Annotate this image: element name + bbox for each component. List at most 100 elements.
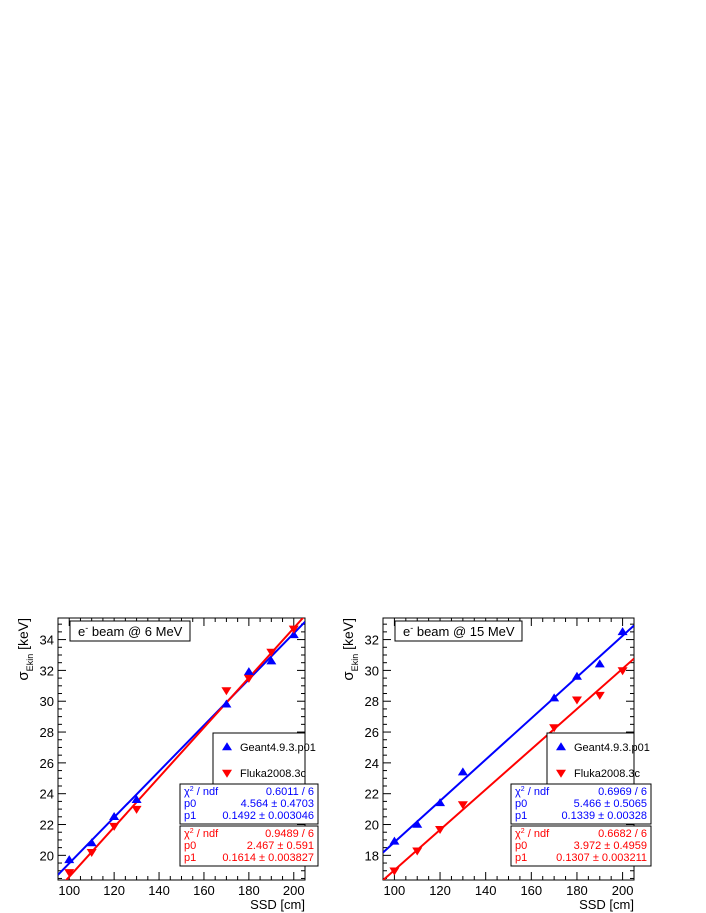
- data-point-geant: [457, 767, 468, 776]
- data-point-geant: [266, 656, 277, 665]
- legend: Geant4.9.3.p01 Fluka2008.3c: [546, 732, 650, 786]
- stats-label-rest: / ndf: [194, 786, 219, 798]
- chart-title-superscript: -: [410, 623, 413, 633]
- stats-value: 0.6682 / 6: [598, 828, 647, 840]
- stats-label: p0: [515, 798, 527, 810]
- stats-box-frame: [179, 825, 319, 867]
- y-axis-label-symbol: σ: [15, 671, 32, 681]
- data-point-fluka: [109, 822, 120, 831]
- x-tick-label: 180: [566, 883, 588, 898]
- fit-line-fluka: [65, 618, 305, 880]
- data-point-fluka: [266, 648, 277, 657]
- stats-label: χ2 / ndf: [515, 828, 550, 840]
- y-axis-label-unit: [keV]: [15, 618, 31, 654]
- data-point-geant: [549, 693, 560, 702]
- stats-label-sup: 2: [190, 828, 194, 835]
- data-point-geant: [221, 699, 232, 708]
- stats-value: 0.1307 ± 0.003211: [556, 852, 647, 864]
- stats-label-base: p1: [184, 852, 196, 864]
- data-point-fluka: [86, 849, 97, 858]
- x-tick-label: 180: [238, 883, 260, 898]
- y-axis-label-subscript: Ekin: [25, 654, 35, 672]
- x-axis-label: SSD [cm]: [250, 897, 305, 912]
- y-axis-label: σEkin [keV]: [340, 618, 360, 681]
- data-point-fluka: [549, 724, 560, 733]
- y-tick-label: 28: [40, 725, 54, 740]
- stats-value: 0.9489 / 6: [265, 828, 314, 840]
- legend-marker-fluka: [222, 769, 232, 778]
- y-tick-label: 30: [365, 663, 379, 678]
- chart-title-particle: e: [403, 624, 410, 639]
- stats-label: p0: [515, 840, 527, 852]
- stats-value: 0.6969 / 6: [598, 786, 647, 798]
- data-point-fluka: [457, 801, 468, 810]
- stats-label-rest: / ndf: [194, 828, 219, 840]
- x-tick-label: 160: [520, 883, 542, 898]
- y-tick-label: 24: [40, 787, 54, 802]
- y-axis-label-subscript: Ekin: [350, 654, 360, 672]
- data-point-fluka: [389, 867, 400, 876]
- stats-label-base: p0: [515, 798, 527, 810]
- chart-title-text: beam @ 15 MeV: [413, 624, 515, 639]
- stats-value: 5.466 ± 0.5065: [574, 798, 647, 810]
- stats-box-frame: [179, 783, 319, 825]
- data-point-geant: [64, 855, 75, 864]
- y-tick-label: 22: [40, 818, 54, 833]
- stats-value: 3.972 ± 0.4959: [574, 840, 647, 852]
- fit-line-geant: [383, 624, 634, 854]
- legend-marker-geant: [556, 742, 566, 751]
- stats-value: 2.467 ± 0.591: [247, 840, 314, 852]
- fit-line-fluka: [383, 657, 634, 880]
- data-point-geant: [389, 836, 400, 845]
- data-point-fluka: [571, 696, 582, 705]
- stats-label-base: χ: [184, 786, 190, 798]
- data-point-fluka: [131, 805, 142, 814]
- chart-title-superscript: -: [85, 623, 88, 633]
- stats-label-rest: / ndf: [525, 786, 550, 798]
- legend-box: [212, 732, 306, 786]
- data-point-geant: [109, 812, 120, 821]
- stats-label-rest: / ndf: [525, 828, 550, 840]
- x-tick-label: 200: [283, 883, 305, 898]
- stats-label: p1: [184, 852, 196, 864]
- legend-entry: Geant4.9.3.p01: [574, 742, 650, 754]
- chart-title-text: beam @ 6 MeV: [88, 624, 182, 639]
- stats-value: 4.564 ± 0.4703: [241, 798, 314, 810]
- stats-label: χ2 / ndf: [184, 828, 219, 840]
- legend-marker-fluka: [556, 769, 566, 778]
- stats-label-base: p1: [184, 810, 196, 822]
- data-point-geant: [594, 659, 605, 668]
- data-point-fluka: [412, 847, 423, 856]
- y-tick-label: 26: [40, 756, 54, 771]
- y-axis-label: σEkin [keV]: [15, 618, 35, 681]
- stats-value: 0.1492 ± 0.003046: [222, 810, 314, 822]
- title-box: [394, 620, 523, 642]
- y-tick-label: 30: [40, 694, 54, 709]
- stats-label: p0: [184, 798, 196, 810]
- data-point-geant: [243, 667, 254, 676]
- data-point-geant: [571, 671, 582, 680]
- y-tick-label: 32: [365, 633, 379, 648]
- stats-label-sup: 2: [190, 786, 194, 793]
- x-tick-label: 120: [103, 883, 125, 898]
- data-point-geant: [86, 838, 97, 847]
- stats-box-fluka: χ2 / ndf 0.9489 / 6 p0 2.467 ± 0.591 p1 0.161…: [179, 825, 319, 867]
- data-point-geant: [131, 795, 142, 804]
- stats-box-frame: [510, 825, 652, 867]
- legend-entry: Fluka2008.3c: [574, 768, 641, 780]
- y-tick-label: 28: [365, 694, 379, 709]
- legend-entry: Fluka2008.3c: [240, 768, 307, 780]
- y-tick-label: 20: [40, 848, 54, 863]
- title-box: [69, 620, 191, 642]
- data-point-fluka: [617, 667, 628, 676]
- stats-label: p1: [515, 810, 527, 822]
- stats-label-base: χ: [515, 786, 521, 798]
- stats-label: χ2 / ndf: [184, 786, 219, 798]
- data-point-fluka: [288, 625, 299, 634]
- y-tick-label: 34: [40, 633, 54, 648]
- y-axis-label-unit: [keV]: [340, 618, 356, 654]
- stats-label-sup: 2: [521, 828, 525, 835]
- data-point-fluka: [221, 687, 232, 696]
